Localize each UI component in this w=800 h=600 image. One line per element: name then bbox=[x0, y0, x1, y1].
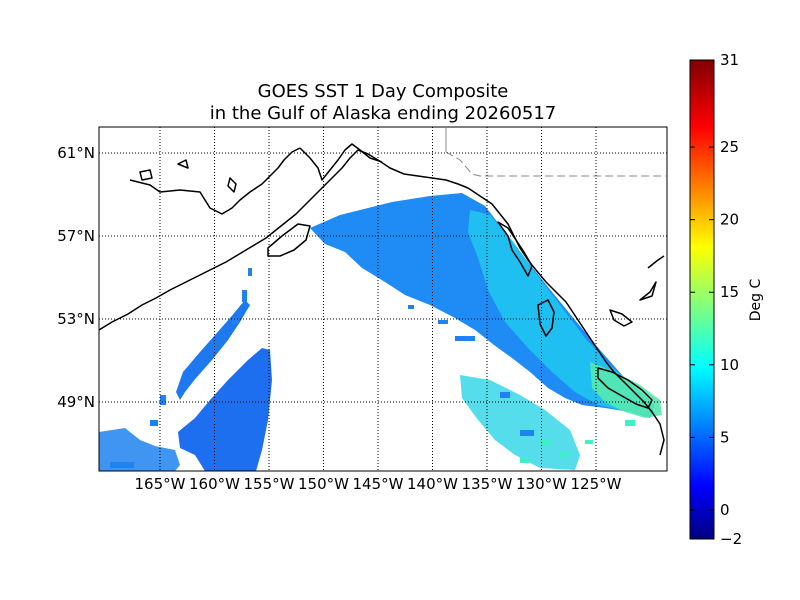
lon-tick-label: 160°W bbox=[189, 475, 240, 493]
map-frame bbox=[98, 126, 668, 472]
sst-speckles bbox=[110, 268, 534, 468]
lon-tick-label: 130°W bbox=[516, 475, 567, 493]
sst-swath-coastal-warm bbox=[468, 210, 650, 415]
map-background bbox=[99, 127, 667, 471]
lon-tick-label: 140°W bbox=[407, 475, 458, 493]
sst-data-layer bbox=[99, 193, 662, 471]
colorbar bbox=[689, 59, 715, 540]
lat-tick-label: 49°N bbox=[57, 393, 95, 411]
interior-coast-bits bbox=[139, 159, 237, 193]
sst-swath-south bbox=[460, 375, 580, 470]
colorbar-tick-label: 25 bbox=[720, 138, 739, 156]
lat-tick-label: 57°N bbox=[57, 227, 95, 245]
sst-swath-west-strip bbox=[176, 300, 250, 400]
colorbar-tick-label: 0 bbox=[720, 501, 730, 519]
sst-swath-west bbox=[178, 348, 272, 471]
longitude-labels: 165°W 160°W 155°W 150°W 145°W 140°W 135°W 130°W… bbox=[135, 475, 622, 493]
lon-tick-label: 135°W bbox=[462, 475, 513, 493]
gridlines bbox=[99, 127, 667, 471]
lon-tick-label: 155°W bbox=[244, 475, 295, 493]
map-title-line-1: GOES SST 1 Day Composite bbox=[257, 81, 509, 102]
colorbar-tick-label: 15 bbox=[720, 283, 739, 301]
sst-speckles-warm bbox=[520, 420, 635, 463]
lat-tick-label: 53°N bbox=[57, 310, 95, 328]
alaska-peninsula-coastline bbox=[99, 149, 469, 331]
vancouver-island-coastline bbox=[597, 367, 653, 409]
lon-tick-label: 165°W bbox=[135, 475, 186, 493]
bristol-bay-coastline bbox=[129, 147, 301, 215]
lon-tick-label: 125°W bbox=[571, 475, 622, 493]
lon-tick-label: 145°W bbox=[353, 475, 404, 493]
colorbar-tick-label: −2 bbox=[720, 530, 742, 548]
latitude-labels: 61°N 57°N 53°N 49°N bbox=[57, 144, 95, 411]
colorbar-tick-label: 20 bbox=[720, 211, 739, 229]
kodiak-island-coastline bbox=[267, 223, 311, 257]
lat-tick-label: 61°N bbox=[57, 144, 95, 162]
haida-gwaii-coastline bbox=[537, 299, 555, 337]
colorbar-tick-label: 5 bbox=[720, 428, 730, 446]
colorbar-ticks: 31 25 20 15 10 5 0 −2 bbox=[690, 51, 742, 548]
southeast-alaska-coastline bbox=[467, 187, 665, 456]
colorbar-tick-label: 31 bbox=[720, 51, 739, 69]
panhandle-islands bbox=[497, 221, 533, 277]
colorbar-tick-label: 10 bbox=[720, 356, 739, 374]
bc-inland-coast bbox=[609, 255, 665, 327]
colorbar-label: Deg C bbox=[748, 279, 764, 322]
sst-swath-coastal-hot bbox=[590, 362, 662, 418]
map-title-line-2: in the Gulf of Alaska ending 20260517 bbox=[209, 103, 557, 124]
lon-tick-label: 150°W bbox=[298, 475, 349, 493]
